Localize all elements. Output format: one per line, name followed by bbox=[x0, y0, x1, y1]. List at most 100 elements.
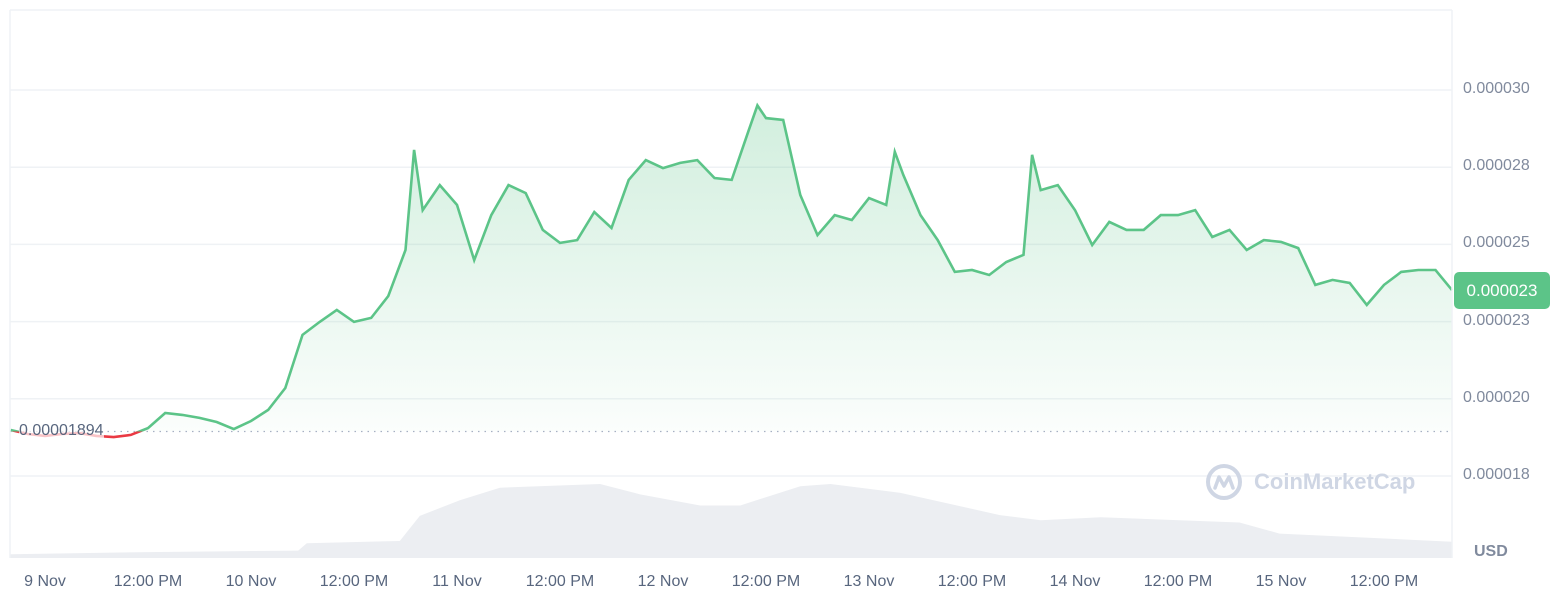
price-point bbox=[439, 184, 441, 186]
price-point bbox=[1211, 236, 1213, 238]
price-point bbox=[817, 234, 819, 236]
price-point bbox=[1400, 271, 1402, 273]
price-point bbox=[1108, 221, 1110, 223]
price-point bbox=[885, 204, 887, 206]
price-point bbox=[1177, 214, 1179, 216]
price-point bbox=[164, 412, 166, 414]
price-point bbox=[1246, 249, 1248, 251]
price-point bbox=[199, 417, 201, 419]
price-point bbox=[542, 229, 544, 231]
price-point bbox=[1074, 209, 1076, 211]
price-point bbox=[662, 167, 664, 169]
price-point bbox=[113, 436, 115, 438]
price-point bbox=[233, 428, 235, 430]
price-point bbox=[1126, 229, 1128, 231]
y-tick-label: 0.000025 bbox=[1463, 234, 1530, 252]
price-point bbox=[696, 159, 698, 161]
watermark-text: CoinMarketCap bbox=[1254, 469, 1416, 494]
price-point bbox=[799, 194, 801, 196]
price-point bbox=[1143, 229, 1145, 231]
price-point bbox=[1229, 229, 1231, 231]
price-point bbox=[456, 204, 458, 206]
price-point bbox=[216, 421, 218, 423]
price-point bbox=[628, 179, 630, 181]
price-point bbox=[782, 119, 784, 121]
coinmarketcap-logo-icon bbox=[1206, 464, 1242, 500]
price-point bbox=[611, 227, 613, 229]
y-tick-label: 0.000023 bbox=[1463, 311, 1530, 329]
x-tick-label: 12:00 PM bbox=[319, 573, 389, 590]
price-point bbox=[1314, 284, 1316, 286]
price-point bbox=[336, 309, 338, 311]
price-point bbox=[284, 387, 286, 389]
price-point bbox=[1194, 209, 1196, 211]
price-point bbox=[1023, 254, 1025, 256]
price-point bbox=[593, 211, 595, 213]
price-point bbox=[508, 184, 510, 186]
price-point bbox=[1160, 214, 1162, 216]
price-point bbox=[147, 427, 149, 429]
x-tick-label: 12:00 PM bbox=[1143, 573, 1213, 590]
price-point bbox=[1031, 154, 1033, 156]
price-point bbox=[756, 104, 758, 106]
x-tick-label: 12:00 PM bbox=[731, 573, 801, 590]
price-point bbox=[473, 259, 475, 261]
y-tick-label: 0.000028 bbox=[1463, 157, 1530, 175]
price-point bbox=[1417, 269, 1419, 271]
price-point bbox=[851, 219, 853, 221]
watermark: CoinMarketCap bbox=[1204, 462, 1415, 502]
x-tick-label: 12:00 PM bbox=[937, 573, 1007, 590]
price-point bbox=[576, 239, 578, 241]
volume-area bbox=[10, 484, 1452, 558]
price-point bbox=[748, 129, 750, 131]
price-point bbox=[902, 174, 904, 176]
price-point bbox=[1280, 241, 1282, 243]
price-point bbox=[302, 334, 304, 336]
price-point bbox=[1297, 247, 1299, 249]
price-point bbox=[1349, 282, 1351, 284]
x-tick-label: 10 Nov bbox=[225, 573, 277, 590]
x-tick-label: 12:00 PM bbox=[113, 573, 183, 590]
price-point bbox=[319, 321, 321, 323]
x-tick-label: 11 Nov bbox=[432, 573, 482, 590]
x-tick-label: 13 Nov bbox=[843, 573, 895, 590]
price-point bbox=[387, 295, 389, 297]
y-tick-label: 0.000030 bbox=[1463, 80, 1530, 97]
x-tick-label: 14 Nov bbox=[1049, 573, 1101, 590]
price-point bbox=[10, 429, 12, 431]
price-point bbox=[1005, 261, 1007, 263]
price-line-up bbox=[10, 102, 1454, 432]
price-point bbox=[353, 321, 355, 323]
price-point bbox=[1263, 239, 1265, 241]
price-point bbox=[920, 214, 922, 216]
y-tick-label: 0.000018 bbox=[1463, 466, 1530, 483]
price-point bbox=[937, 239, 939, 241]
baseline-price-label: 0.00001894 bbox=[19, 421, 104, 440]
price-point bbox=[490, 214, 492, 216]
price-point bbox=[1332, 279, 1334, 281]
price-point bbox=[988, 274, 990, 276]
price-point bbox=[954, 271, 956, 273]
price-point bbox=[765, 117, 767, 119]
price-point bbox=[1383, 284, 1385, 286]
price-point bbox=[559, 242, 561, 244]
price-point bbox=[868, 197, 870, 199]
price-point bbox=[731, 179, 733, 181]
price-point bbox=[1040, 189, 1042, 191]
price-point bbox=[181, 414, 183, 416]
price-point bbox=[645, 159, 647, 161]
current-price-badge: 0.000023 bbox=[1454, 272, 1550, 310]
price-point bbox=[267, 409, 269, 411]
price-point bbox=[894, 151, 896, 153]
price-point bbox=[1451, 289, 1453, 291]
x-tick-label: 12:00 PM bbox=[525, 573, 595, 590]
y-tick-label: 0.000020 bbox=[1463, 388, 1530, 406]
x-tick-label: 9 Nov bbox=[24, 573, 66, 590]
price-point bbox=[1435, 269, 1437, 271]
price-point bbox=[413, 149, 415, 151]
price-point bbox=[525, 192, 527, 194]
price-point bbox=[370, 317, 372, 319]
price-point bbox=[679, 162, 681, 164]
price-point bbox=[714, 177, 716, 179]
